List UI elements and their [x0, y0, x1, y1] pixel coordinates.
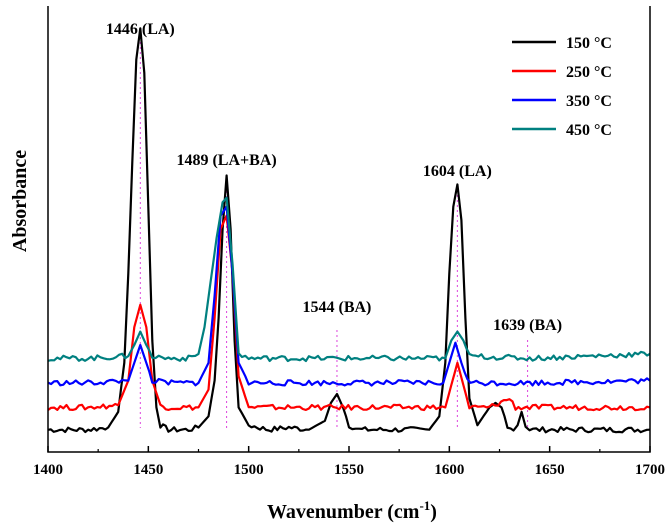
- x-tick-label: 1650: [535, 462, 565, 478]
- peak-label-1489: 1489 (LA+BA): [176, 152, 276, 169]
- x-tick-label: 1450: [133, 462, 163, 478]
- peak-labels: 1446 (LA) 1489 (LA+BA) 1544 (BA) 1604 (LA) 1…: [106, 21, 562, 334]
- legend-label-3: 350 °C: [566, 93, 612, 110]
- x-axis-title: Wavenumber (cm-1): [267, 498, 437, 523]
- series-line-1: [47, 27, 651, 434]
- series-line-3: [47, 205, 651, 387]
- legend-label-1: 150 °C: [566, 35, 612, 52]
- x-tick-label: 1600: [434, 462, 464, 478]
- x-tick-label: 1550: [334, 462, 364, 478]
- series-line-2: [47, 214, 651, 412]
- x-tick-label: 1700: [635, 462, 665, 478]
- peak-label-1544: 1544 (BA): [303, 299, 372, 316]
- legend: 150 °C 250 °C 350 °C 450 °C: [512, 35, 612, 139]
- series-line-4: [47, 196, 651, 363]
- axes: 1400 1450 1500 1550 1600 1650 1700: [33, 6, 665, 478]
- peak-guides: [139, 42, 529, 428]
- legend-label-4: 450 °C: [566, 122, 612, 139]
- x-tick-label: 1400: [33, 462, 63, 478]
- peak-label-1639: 1639 (BA): [493, 317, 562, 334]
- legend-label-2: 250 °C: [566, 64, 612, 81]
- series-lines: [47, 27, 651, 434]
- y-axis-title: Absorbance: [9, 150, 31, 252]
- x-tick-label: 1500: [234, 462, 264, 478]
- peak-label-1604: 1604 (LA): [423, 163, 492, 180]
- peak-label-1446: 1446 (LA): [106, 21, 175, 38]
